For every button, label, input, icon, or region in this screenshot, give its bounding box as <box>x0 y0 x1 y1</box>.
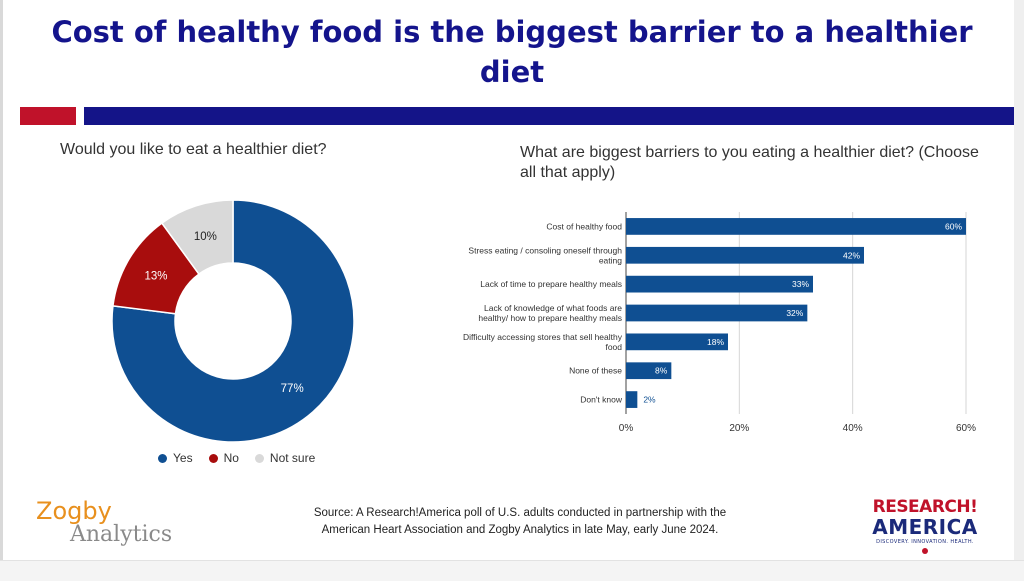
bar-category-label-4: Difficulty accessing stores that sell he… <box>463 332 623 352</box>
bar-stress-eating-consoling-oneself-through-eating <box>626 246 864 264</box>
donut-slice-not-sure <box>160 199 234 276</box>
bar-category-label-5: None of these <box>569 366 622 376</box>
donut-chart: 77% 13% 10% <box>111 199 355 443</box>
bar-category-label-0: Cost of healthy food <box>546 221 622 231</box>
title-accent-red <box>20 107 76 125</box>
legend-no-dot <box>208 453 218 463</box>
donut-label-no: 13% <box>144 270 167 282</box>
bar-value-label-3: 32% <box>786 308 803 318</box>
legend-yes: Yes <box>158 451 193 465</box>
bar-difficulty-accessing-stores-that-sell-healthy-food <box>626 333 728 351</box>
bar-value-label-1: 42% <box>843 250 860 260</box>
ra-logo-tagline: DISCOVERY. INNOVATION. HEALTH. <box>876 539 974 545</box>
left-frame-edge <box>0 0 3 581</box>
bar-question: What are biggest barriers to you eating … <box>520 144 979 181</box>
zogby-logo-line2: Analytics <box>70 522 173 547</box>
legend-no-label: No <box>223 451 239 465</box>
legend-no: No <box>208 451 239 465</box>
title-accent-blue <box>84 107 1014 125</box>
bar-value-label-5: 8% <box>655 366 668 376</box>
bar-value-label-0: 60% <box>945 221 962 231</box>
bar-category-label-3: Lack of knowledge of what foods are healt… <box>478 303 622 323</box>
zogby-logo-line1: Zogby <box>36 497 112 525</box>
ra-logo-dot <box>922 548 928 554</box>
source-line-2: American Heart Association and Zogby Ana… <box>321 524 719 536</box>
bottom-frame-edge <box>0 560 1024 581</box>
bar-category-label-1: Stress eating / consoling oneself throug… <box>468 245 622 265</box>
donut-slice-yes <box>111 199 355 443</box>
legend-not-sure: Not sure <box>254 451 316 465</box>
donut-question: Would you like to eat a healthier diet? <box>60 141 327 158</box>
source-note: Source: A Research!America poll of U.S. … <box>270 505 770 539</box>
donut-label-yes: 77% <box>281 383 304 395</box>
bar-none-of-these <box>626 362 672 380</box>
bar-lack-of-knowledge-of-what-foods-are-healthy-how-to-prepare-healthy-meals <box>626 304 808 322</box>
zogby-logo: Zogby Analytics <box>36 498 172 546</box>
ra-logo-line2: AMERICA <box>872 515 978 539</box>
donut-label-not-sure: 10% <box>194 231 217 243</box>
bar-chart: 0% 20% 40% 60% 60% Cost of healthy food 42% Str… <box>463 212 976 434</box>
research-america-logo: RESEARCH! AMERICA DISCOVERY. INNOVATION.… <box>850 497 1000 554</box>
legend-yes-label: Yes <box>173 451 193 465</box>
bar-lack-of-time-to-prepare-healthy-meals <box>626 275 813 293</box>
bar-cost-of-healthy-food <box>626 218 966 235</box>
bar-value-label-2: 33% <box>792 279 809 289</box>
bar-category-label-2: Lack of time to prepare healthy meals <box>480 279 622 289</box>
ra-logo-line1: RESEARCH! <box>872 497 978 517</box>
bar-x-tick-2: 40% <box>843 423 863 434</box>
bar-x-tick-0: 0% <box>619 423 634 434</box>
slide-title: Cost of healthy food is the biggest barr… <box>51 15 973 89</box>
bar-value-label-4: 18% <box>707 337 724 347</box>
bar-x-tick-3: 60% <box>956 423 976 434</box>
right-frame-edge <box>1014 0 1024 581</box>
source-line-1: Source: A Research!America poll of U.S. … <box>313 507 727 519</box>
donut-legend: Yes No Not sure <box>158 451 315 465</box>
bar-don-t-know <box>626 391 638 408</box>
bar-x-tick-1: 20% <box>729 423 749 434</box>
legend-not-sure-dot <box>254 453 264 463</box>
bar-value-label-6: 2% <box>643 395 656 405</box>
legend-not-sure-label: Not sure <box>269 451 316 465</box>
legend-yes-dot <box>158 453 167 463</box>
bar-category-label-6: Don't know <box>580 395 623 405</box>
